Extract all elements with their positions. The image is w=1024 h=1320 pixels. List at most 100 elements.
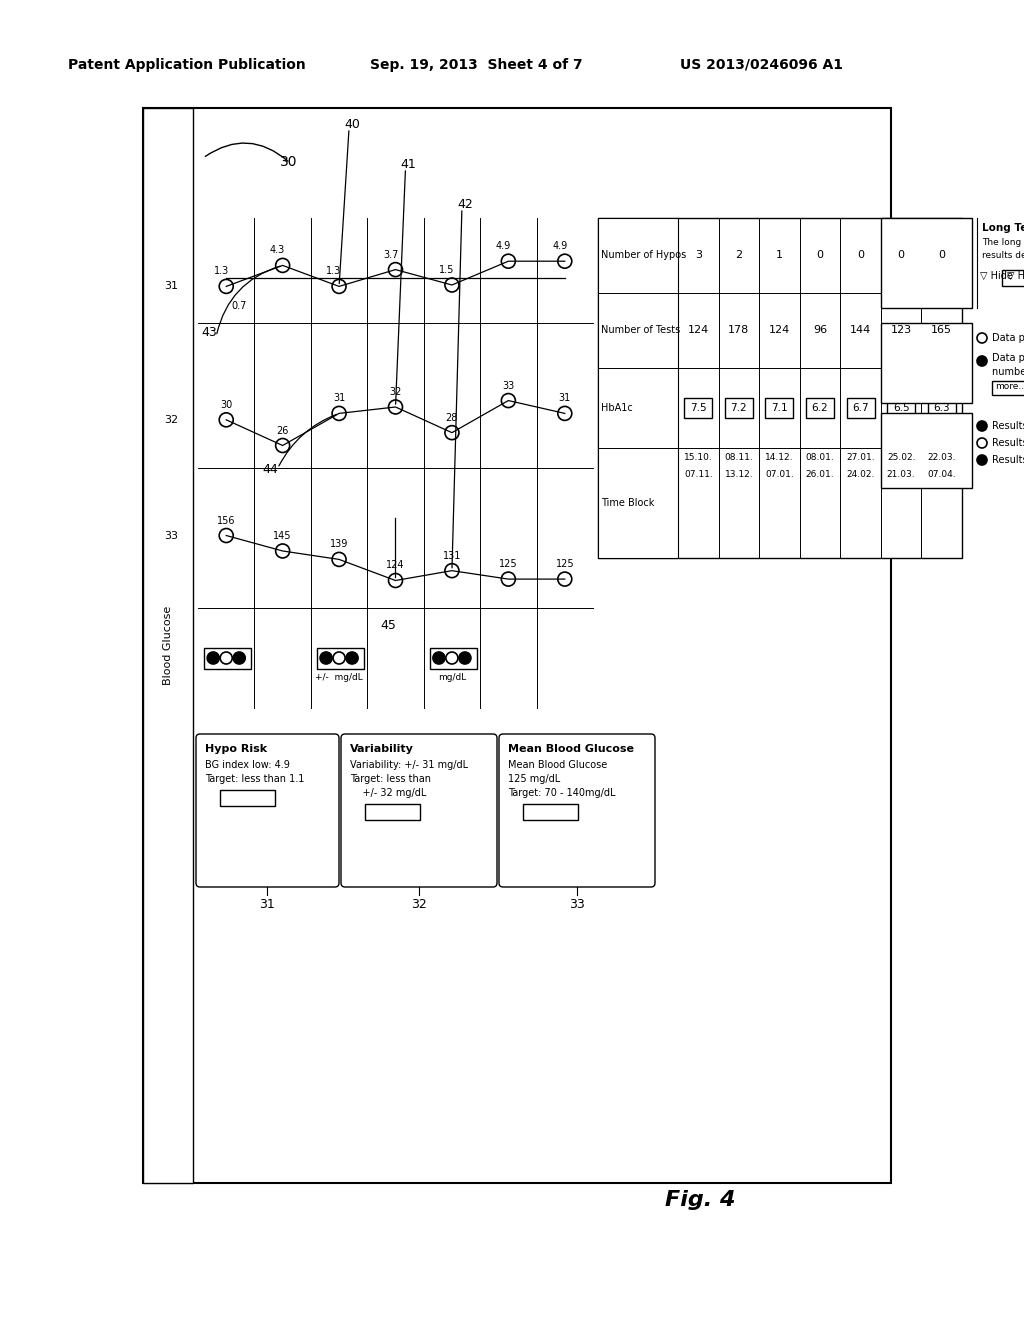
Text: Results are slightly out of target: Results are slightly out of target xyxy=(992,438,1024,447)
Text: Number of Hypos: Number of Hypos xyxy=(601,249,686,260)
Text: 7.5: 7.5 xyxy=(690,403,707,413)
Text: 4.3: 4.3 xyxy=(270,246,286,255)
Text: 96: 96 xyxy=(813,325,827,335)
Circle shape xyxy=(207,652,219,664)
Circle shape xyxy=(346,652,358,664)
Bar xyxy=(598,218,962,558)
Text: number of tests: number of tests xyxy=(992,367,1024,378)
Circle shape xyxy=(977,421,987,432)
Bar xyxy=(887,399,915,418)
Text: Long Term Graph:: Long Term Graph: xyxy=(982,223,1024,234)
Text: 1.3: 1.3 xyxy=(214,267,228,276)
Text: 13.12.: 13.12. xyxy=(725,470,754,479)
Bar xyxy=(725,399,753,418)
Bar xyxy=(317,648,365,669)
Text: 44: 44 xyxy=(262,463,279,477)
Text: 1.3: 1.3 xyxy=(327,267,342,276)
Text: 124: 124 xyxy=(688,325,709,335)
Text: 6.2: 6.2 xyxy=(812,403,828,413)
Text: 2: 2 xyxy=(735,249,742,260)
Text: more...: more... xyxy=(224,791,258,801)
Text: +/- 32 mg/dL: +/- 32 mg/dL xyxy=(350,788,426,799)
Text: more...: more... xyxy=(527,805,561,814)
Text: 0: 0 xyxy=(816,249,823,260)
Text: 33: 33 xyxy=(569,898,585,911)
Text: 1: 1 xyxy=(776,249,783,260)
Text: HbA1c: HbA1c xyxy=(601,403,633,413)
Bar xyxy=(143,108,193,1183)
Text: 144: 144 xyxy=(850,325,871,335)
Text: 27.01.: 27.01. xyxy=(846,453,874,462)
Text: 42: 42 xyxy=(457,198,473,211)
Text: results developed over a longer period of time.: results developed over a longer period o… xyxy=(982,251,1024,260)
Text: 3: 3 xyxy=(695,249,701,260)
Text: 125 mg/dL: 125 mg/dL xyxy=(508,774,560,784)
Text: +/-  mg/dL: +/- mg/dL xyxy=(315,673,362,682)
Text: ▽ Hide: ▽ Hide xyxy=(980,271,1013,281)
Bar xyxy=(847,399,874,418)
Text: Time Block: Time Block xyxy=(601,498,654,508)
Text: Blood Glucose: Blood Glucose xyxy=(163,606,173,685)
Bar xyxy=(598,218,678,558)
Circle shape xyxy=(977,455,987,465)
Text: Hypo Risk: Hypo Risk xyxy=(205,744,267,754)
Bar xyxy=(881,218,972,308)
Text: 0: 0 xyxy=(938,249,945,260)
Bar xyxy=(992,381,1024,395)
Text: Mean Blood Glucose: Mean Blood Glucose xyxy=(508,744,634,754)
Text: 145: 145 xyxy=(273,531,292,541)
Text: 32: 32 xyxy=(389,387,401,397)
Bar xyxy=(220,789,275,807)
Text: 08.11.: 08.11. xyxy=(725,453,754,462)
Text: 26.01.: 26.01. xyxy=(806,470,835,479)
Bar xyxy=(1002,271,1024,286)
Text: Target: 70 - 140mg/dL: Target: 70 - 140mg/dL xyxy=(508,788,615,799)
Text: Number of Tests: Number of Tests xyxy=(601,325,680,335)
FancyBboxPatch shape xyxy=(499,734,655,887)
Text: BG index low: 4.9: BG index low: 4.9 xyxy=(205,760,290,770)
Text: 40: 40 xyxy=(344,117,360,131)
Text: The long Term Graph shows you how certain: The long Term Graph shows you how certai… xyxy=(982,238,1024,247)
Text: 24.02.: 24.02. xyxy=(847,470,874,479)
Bar xyxy=(143,108,891,1183)
Text: Mean Blood Glucose: Mean Blood Glucose xyxy=(508,760,607,770)
Bar xyxy=(881,413,972,488)
Text: 22.03.: 22.03. xyxy=(928,453,956,462)
Text: 1.5: 1.5 xyxy=(439,265,455,275)
Text: 4.9: 4.9 xyxy=(496,242,511,251)
Text: 124: 124 xyxy=(386,561,404,570)
Text: mg/dL: mg/dL xyxy=(438,673,466,682)
Text: 31: 31 xyxy=(333,393,345,404)
Text: Patent Application Publication: Patent Application Publication xyxy=(68,58,306,73)
Text: more...: more... xyxy=(369,805,403,814)
Text: 0: 0 xyxy=(898,249,904,260)
Text: US 2013/0246096 A1: US 2013/0246096 A1 xyxy=(680,58,843,73)
Text: 6.3: 6.3 xyxy=(934,403,950,413)
Text: 31: 31 xyxy=(164,281,178,292)
Text: 33: 33 xyxy=(164,531,178,540)
Text: Results are in target: Results are in target xyxy=(992,455,1024,465)
Text: 26: 26 xyxy=(276,425,289,436)
Text: 4.9: 4.9 xyxy=(552,242,567,251)
Text: 7.1: 7.1 xyxy=(771,403,787,413)
FancyBboxPatch shape xyxy=(196,734,339,887)
Text: Results are far beyond target: Results are far beyond target xyxy=(992,421,1024,432)
Circle shape xyxy=(233,652,245,664)
FancyBboxPatch shape xyxy=(341,734,497,887)
FancyBboxPatch shape xyxy=(193,213,598,713)
Text: 07.04.: 07.04. xyxy=(928,470,956,479)
Text: Data point: Data point xyxy=(992,333,1024,343)
Text: 7.2: 7.2 xyxy=(730,403,748,413)
Bar xyxy=(928,399,955,418)
Text: 45: 45 xyxy=(381,619,396,632)
Text: 41: 41 xyxy=(400,158,416,172)
Text: Target: less than 1.1: Target: less than 1.1 xyxy=(205,774,304,784)
Text: 165: 165 xyxy=(931,325,952,335)
Bar xyxy=(806,399,834,418)
Text: 25.02.: 25.02. xyxy=(887,453,915,462)
Text: 31: 31 xyxy=(559,393,571,404)
Text: 30: 30 xyxy=(220,400,232,409)
Text: Variability: +/- 31 mg/dL: Variability: +/- 31 mg/dL xyxy=(350,760,468,770)
Text: ▽ Hide: ▽ Hide xyxy=(1007,271,1024,281)
Text: 6.5: 6.5 xyxy=(893,403,909,413)
